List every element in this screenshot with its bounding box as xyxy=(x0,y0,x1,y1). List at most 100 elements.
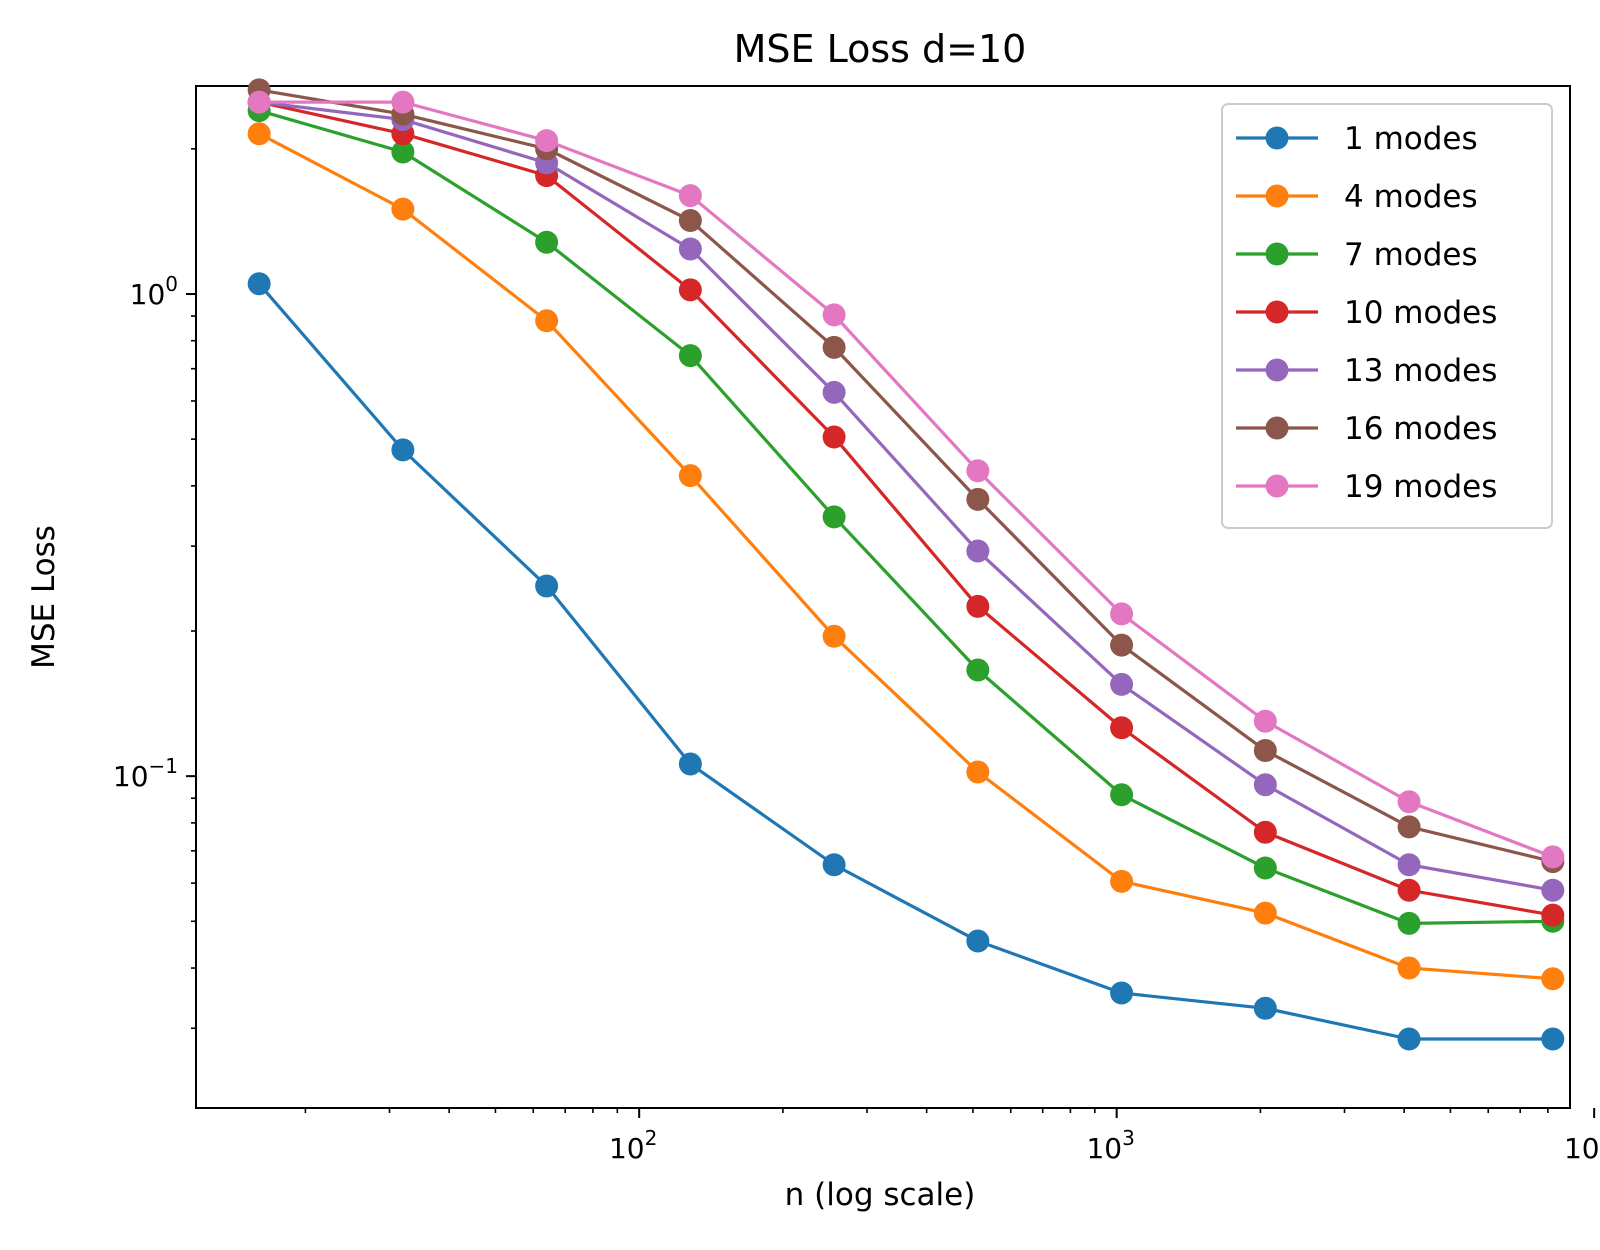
series-line xyxy=(258,100,1554,892)
legend: 1 modes 4 modes 7 modes 10 modes 13 modes 16 … xyxy=(1221,103,1553,529)
x-tick-label: 102 xyxy=(609,1126,657,1165)
data-point xyxy=(678,752,702,776)
data-point xyxy=(822,335,846,359)
plot-frame xyxy=(195,85,1571,1109)
data-point xyxy=(1253,820,1277,844)
series-line xyxy=(258,88,1554,864)
legend-label: 7 modes xyxy=(1344,237,1478,273)
data-point xyxy=(1110,981,1134,1005)
data-point xyxy=(1541,845,1565,869)
legend-item: 16 modes xyxy=(1236,411,1497,447)
data-point xyxy=(1253,709,1277,733)
data-point xyxy=(247,122,271,146)
data-point xyxy=(822,853,846,877)
data-point xyxy=(678,184,702,208)
data-point xyxy=(1541,878,1565,902)
data-point xyxy=(966,760,990,784)
data-point xyxy=(1110,633,1134,657)
data-point xyxy=(1397,853,1421,877)
series-line xyxy=(259,100,1554,859)
data-point xyxy=(678,464,702,488)
series-line xyxy=(257,282,1553,1041)
legend-marker xyxy=(1265,416,1289,440)
legend-label: 4 modes xyxy=(1344,179,1478,215)
data-point xyxy=(247,272,271,296)
data-point xyxy=(1541,967,1565,991)
y-axis-label: MSE Loss xyxy=(26,525,62,669)
data-point xyxy=(678,237,702,261)
x-tick-label: 103 xyxy=(1086,1126,1134,1165)
legend-item: 13 modes xyxy=(1236,353,1497,389)
legend-marker xyxy=(1265,358,1289,382)
series-line xyxy=(258,100,1554,917)
series-line xyxy=(258,109,1553,926)
legend-item: 4 modes xyxy=(1236,179,1478,215)
data-point xyxy=(535,309,559,333)
data-point xyxy=(1110,869,1134,893)
data-point xyxy=(1110,716,1134,740)
legend-label: 19 modes xyxy=(1344,469,1497,505)
series-4-modes xyxy=(247,122,1565,991)
legend-item: 1 modes xyxy=(1236,121,1478,157)
data-point xyxy=(1253,856,1277,880)
data-point xyxy=(247,90,271,114)
data-point xyxy=(1110,672,1134,696)
legend-marker xyxy=(1265,474,1289,498)
y-tick-label: 10−1 xyxy=(113,754,178,793)
data-point xyxy=(822,624,846,648)
legend-label: 16 modes xyxy=(1344,411,1497,447)
legend-marker xyxy=(1265,184,1289,208)
data-point xyxy=(1253,996,1277,1020)
data-point xyxy=(535,129,559,153)
data-point xyxy=(1397,956,1421,980)
series-10-modes xyxy=(247,90,1565,927)
legend-marker xyxy=(1265,300,1289,324)
y-tick-label: 100 xyxy=(130,272,178,311)
data-point xyxy=(1397,911,1421,935)
data-point xyxy=(822,505,846,529)
series-19-modes xyxy=(247,90,1565,869)
legend-label: 13 modes xyxy=(1344,353,1497,389)
data-point xyxy=(1397,1027,1421,1051)
data-point xyxy=(391,140,415,164)
data-point xyxy=(822,303,846,327)
data-point xyxy=(1541,1027,1565,1051)
data-point xyxy=(1110,602,1134,626)
legend-label: 1 modes xyxy=(1344,121,1478,157)
data-point xyxy=(966,539,990,563)
x-tick-label: 104 xyxy=(1564,1126,1600,1165)
data-point xyxy=(391,197,415,221)
data-point xyxy=(391,90,415,114)
legend-frame xyxy=(1221,103,1553,529)
data-point xyxy=(1541,903,1565,927)
legend-item: 7 modes xyxy=(1236,237,1478,273)
data-point xyxy=(678,278,702,302)
data-point xyxy=(391,438,415,462)
data-point xyxy=(822,380,846,404)
chart-title: MSE Loss d=10 xyxy=(734,27,1027,71)
data-point xyxy=(966,459,990,483)
data-point xyxy=(535,574,559,598)
data-point xyxy=(1397,878,1421,902)
series-layer xyxy=(247,78,1565,1051)
series-1-modes xyxy=(247,272,1565,1051)
data-point xyxy=(1253,773,1277,797)
data-point xyxy=(966,929,990,953)
legend-marker xyxy=(1265,126,1289,150)
series-line xyxy=(258,132,1553,981)
data-point xyxy=(966,487,990,511)
data-point xyxy=(966,658,990,682)
data-point xyxy=(966,594,990,618)
data-point xyxy=(678,344,702,368)
legend-item: 19 modes xyxy=(1236,469,1497,505)
legend-marker xyxy=(1265,242,1289,266)
data-point xyxy=(1110,783,1134,807)
legend-item: 10 modes xyxy=(1236,295,1497,331)
data-point xyxy=(1253,901,1277,925)
data-point xyxy=(535,230,559,254)
data-point xyxy=(1397,815,1421,839)
axes-layer: 102 103 104 100 10−1 xyxy=(113,85,1600,1165)
data-point xyxy=(678,209,702,233)
data-point xyxy=(1397,790,1421,814)
